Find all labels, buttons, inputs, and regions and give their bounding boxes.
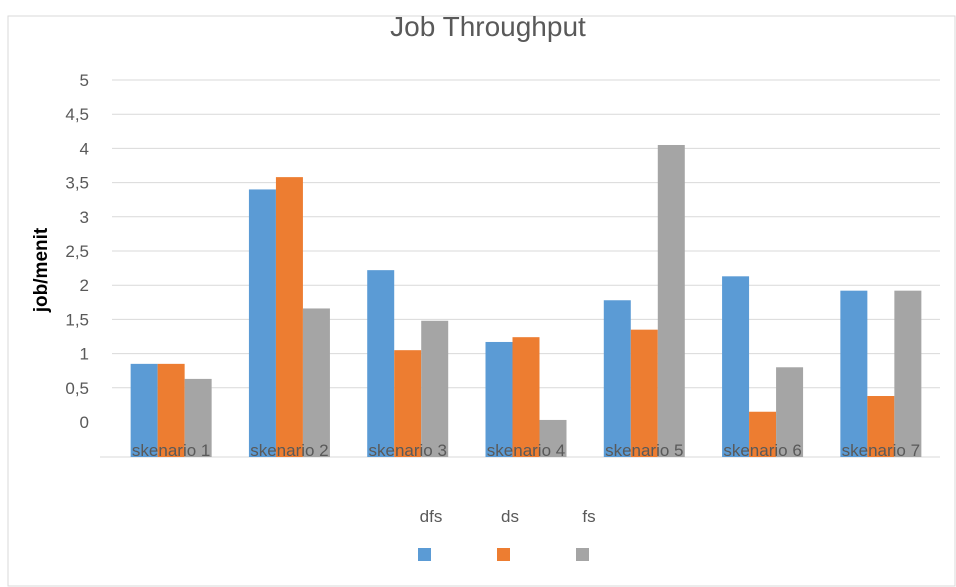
y-tick-label: 5 [80,71,89,90]
x-category-label: skenario 3 [368,441,446,460]
bar-fs-2 [302,308,330,457]
bar-ds-7 [867,396,895,457]
y-tick-label: 2,5 [65,242,89,261]
y-tick-label: 4,5 [65,105,89,124]
x-category-label: skenario 4 [487,441,565,460]
legend-swatch-ds [497,548,510,561]
bar-fs-7 [894,290,922,457]
x-category-label: skenario 7 [842,441,920,460]
bar-dfs-6 [722,276,750,457]
bar-dfs-2 [248,189,276,457]
x-category-label: skenario 5 [605,441,683,460]
x-category-label: skenario 6 [723,441,801,460]
legend-label-ds: ds [501,507,519,526]
bar-dfs-4 [485,341,513,457]
legend-swatch-fs [576,548,589,561]
bar-fs-5 [657,144,685,458]
x-category-label: skenario 1 [132,441,210,460]
bar-dfs-1 [130,363,158,457]
x-category-label: skenario 2 [250,441,328,460]
bar-dfs-7 [840,290,868,457]
y-axis-ticks: 0 0,5 1 1,5 2 2,5 3 3,5 4 4,5 5 [65,71,89,432]
bar-ds-4 [512,337,540,457]
bar-fs-6 [776,367,804,457]
bar-fs-1 [184,378,212,457]
chart-frame [7,15,956,587]
legend-label-fs: fs [582,507,595,526]
y-tick-label: 2 [80,276,89,295]
y-tick-label: 0,5 [65,379,89,398]
legend: dfs ds fs [418,507,596,561]
bar-dfs-5 [603,300,631,457]
bar-ds-6 [749,411,777,457]
bars [130,144,922,458]
legend-swatch-dfs [418,548,431,561]
bar-ds-2 [275,177,303,458]
y-tick-label: 1 [80,345,89,364]
legend-label-dfs: dfs [420,507,443,526]
y-tick-label: 3 [80,208,89,227]
y-tick-label: 4 [80,139,89,158]
bar-fs-4 [539,419,567,457]
y-tick-label: 3,5 [65,174,89,193]
bar-ds-5 [630,329,658,457]
bar-fs-3 [421,320,449,457]
y-tick-label: 1,5 [65,310,89,329]
bar-dfs-3 [367,270,395,457]
y-tick-label: 0 [80,413,89,432]
x-axis-categories: skenario 1 skenario 2 skenario 3 skenario 4… [132,441,920,460]
bar-ds-1 [157,363,185,457]
bar-ds-3 [394,350,422,457]
chart-title: Job Throughput [390,11,586,42]
y-axis-label: job/menit [31,227,52,313]
